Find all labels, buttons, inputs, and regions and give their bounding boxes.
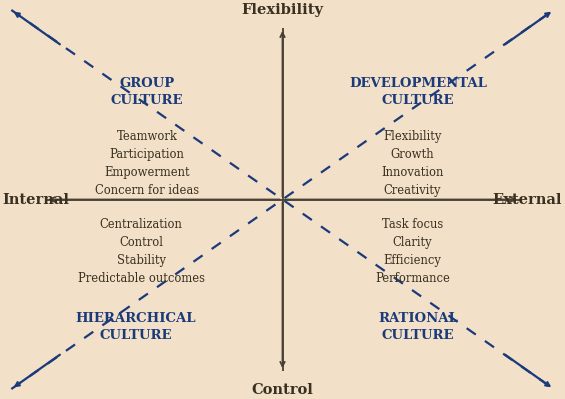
Text: Teamwork
Participation
Empowerment
Concern for ideas: Teamwork Participation Empowerment Conce… bbox=[95, 130, 199, 197]
Text: External: External bbox=[493, 192, 562, 207]
Text: Flexibility: Flexibility bbox=[241, 3, 324, 17]
Text: HIERARCHICAL
CULTURE: HIERARCHICAL CULTURE bbox=[75, 312, 196, 342]
Text: GROUP
CULTURE: GROUP CULTURE bbox=[111, 77, 183, 107]
Text: Centralization
Control
Stability
Predictable outcomes: Centralization Control Stability Predict… bbox=[78, 218, 205, 285]
Text: Task focus
Clarity
Efficiency
Performance: Task focus Clarity Efficiency Performanc… bbox=[375, 218, 450, 285]
Text: DEVELOPMENTAL
CULTURE: DEVELOPMENTAL CULTURE bbox=[349, 77, 487, 107]
Text: Internal: Internal bbox=[3, 192, 70, 207]
Text: Flexibility
Growth
Innovation
Creativity: Flexibility Growth Innovation Creativity bbox=[381, 130, 444, 197]
Text: Control: Control bbox=[251, 383, 314, 397]
Text: RATIONAL
CULTURE: RATIONAL CULTURE bbox=[378, 312, 458, 342]
